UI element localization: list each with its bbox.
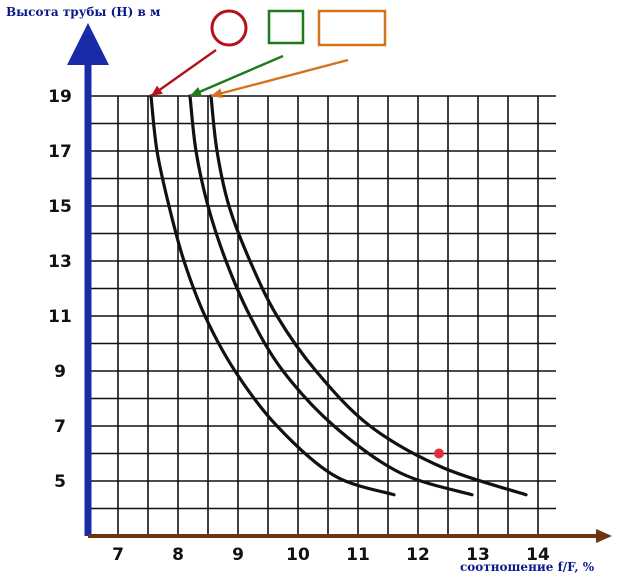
- y-tick-label: 11: [48, 307, 72, 327]
- tick-labels: 7 8 9 10 11 12 13 14 5 7 9 11 13 15 17 19: [48, 87, 550, 565]
- x-tick-label: 9: [232, 545, 244, 565]
- x-tick-label: 12: [406, 545, 430, 565]
- legend-arrow-line: [210, 58, 349, 98]
- x-tick-label: 7: [112, 545, 124, 565]
- legend-arrow-line: [189, 54, 284, 98]
- y-tick-label: 7: [54, 417, 66, 437]
- y-axis-title: Высота трубы (Н) в м: [6, 5, 161, 19]
- series-line-1: [149, 94, 396, 497]
- x-axis-arrowhead: [596, 529, 612, 543]
- legend: [150, 9, 387, 99]
- legend-square-icon: [267, 9, 305, 45]
- x-tick-label: 8: [172, 545, 184, 565]
- x-tick-label: 11: [346, 545, 370, 565]
- legend-arrowhead: [211, 88, 223, 99]
- annotation-point: [434, 448, 444, 459]
- y-tick-label: 15: [48, 197, 72, 217]
- legend-arrow-line: [150, 49, 217, 97]
- x-axis-title: соотношение f/F, %: [460, 560, 595, 574]
- y-tick-label: 9: [54, 362, 66, 382]
- legend-arrowhead: [151, 85, 163, 96]
- grid: [88, 95, 556, 536]
- legend-rectangle-icon: [317, 9, 387, 47]
- y-tick-label: 17: [48, 142, 72, 162]
- y-tick-label: 13: [48, 252, 72, 272]
- x-tick-label: 13: [466, 545, 490, 565]
- legend-circle-icon: [210, 9, 248, 47]
- x-tick-label: 10: [286, 545, 310, 565]
- series-line-3: [209, 94, 528, 497]
- y-tick-label: 19: [48, 87, 72, 107]
- series-group: [149, 94, 528, 497]
- series-line-2: [188, 94, 474, 497]
- legend-arrowhead: [190, 87, 203, 97]
- axes: [67, 23, 612, 543]
- y-tick-label: 5: [54, 472, 66, 492]
- x-tick-label: 14: [526, 545, 550, 565]
